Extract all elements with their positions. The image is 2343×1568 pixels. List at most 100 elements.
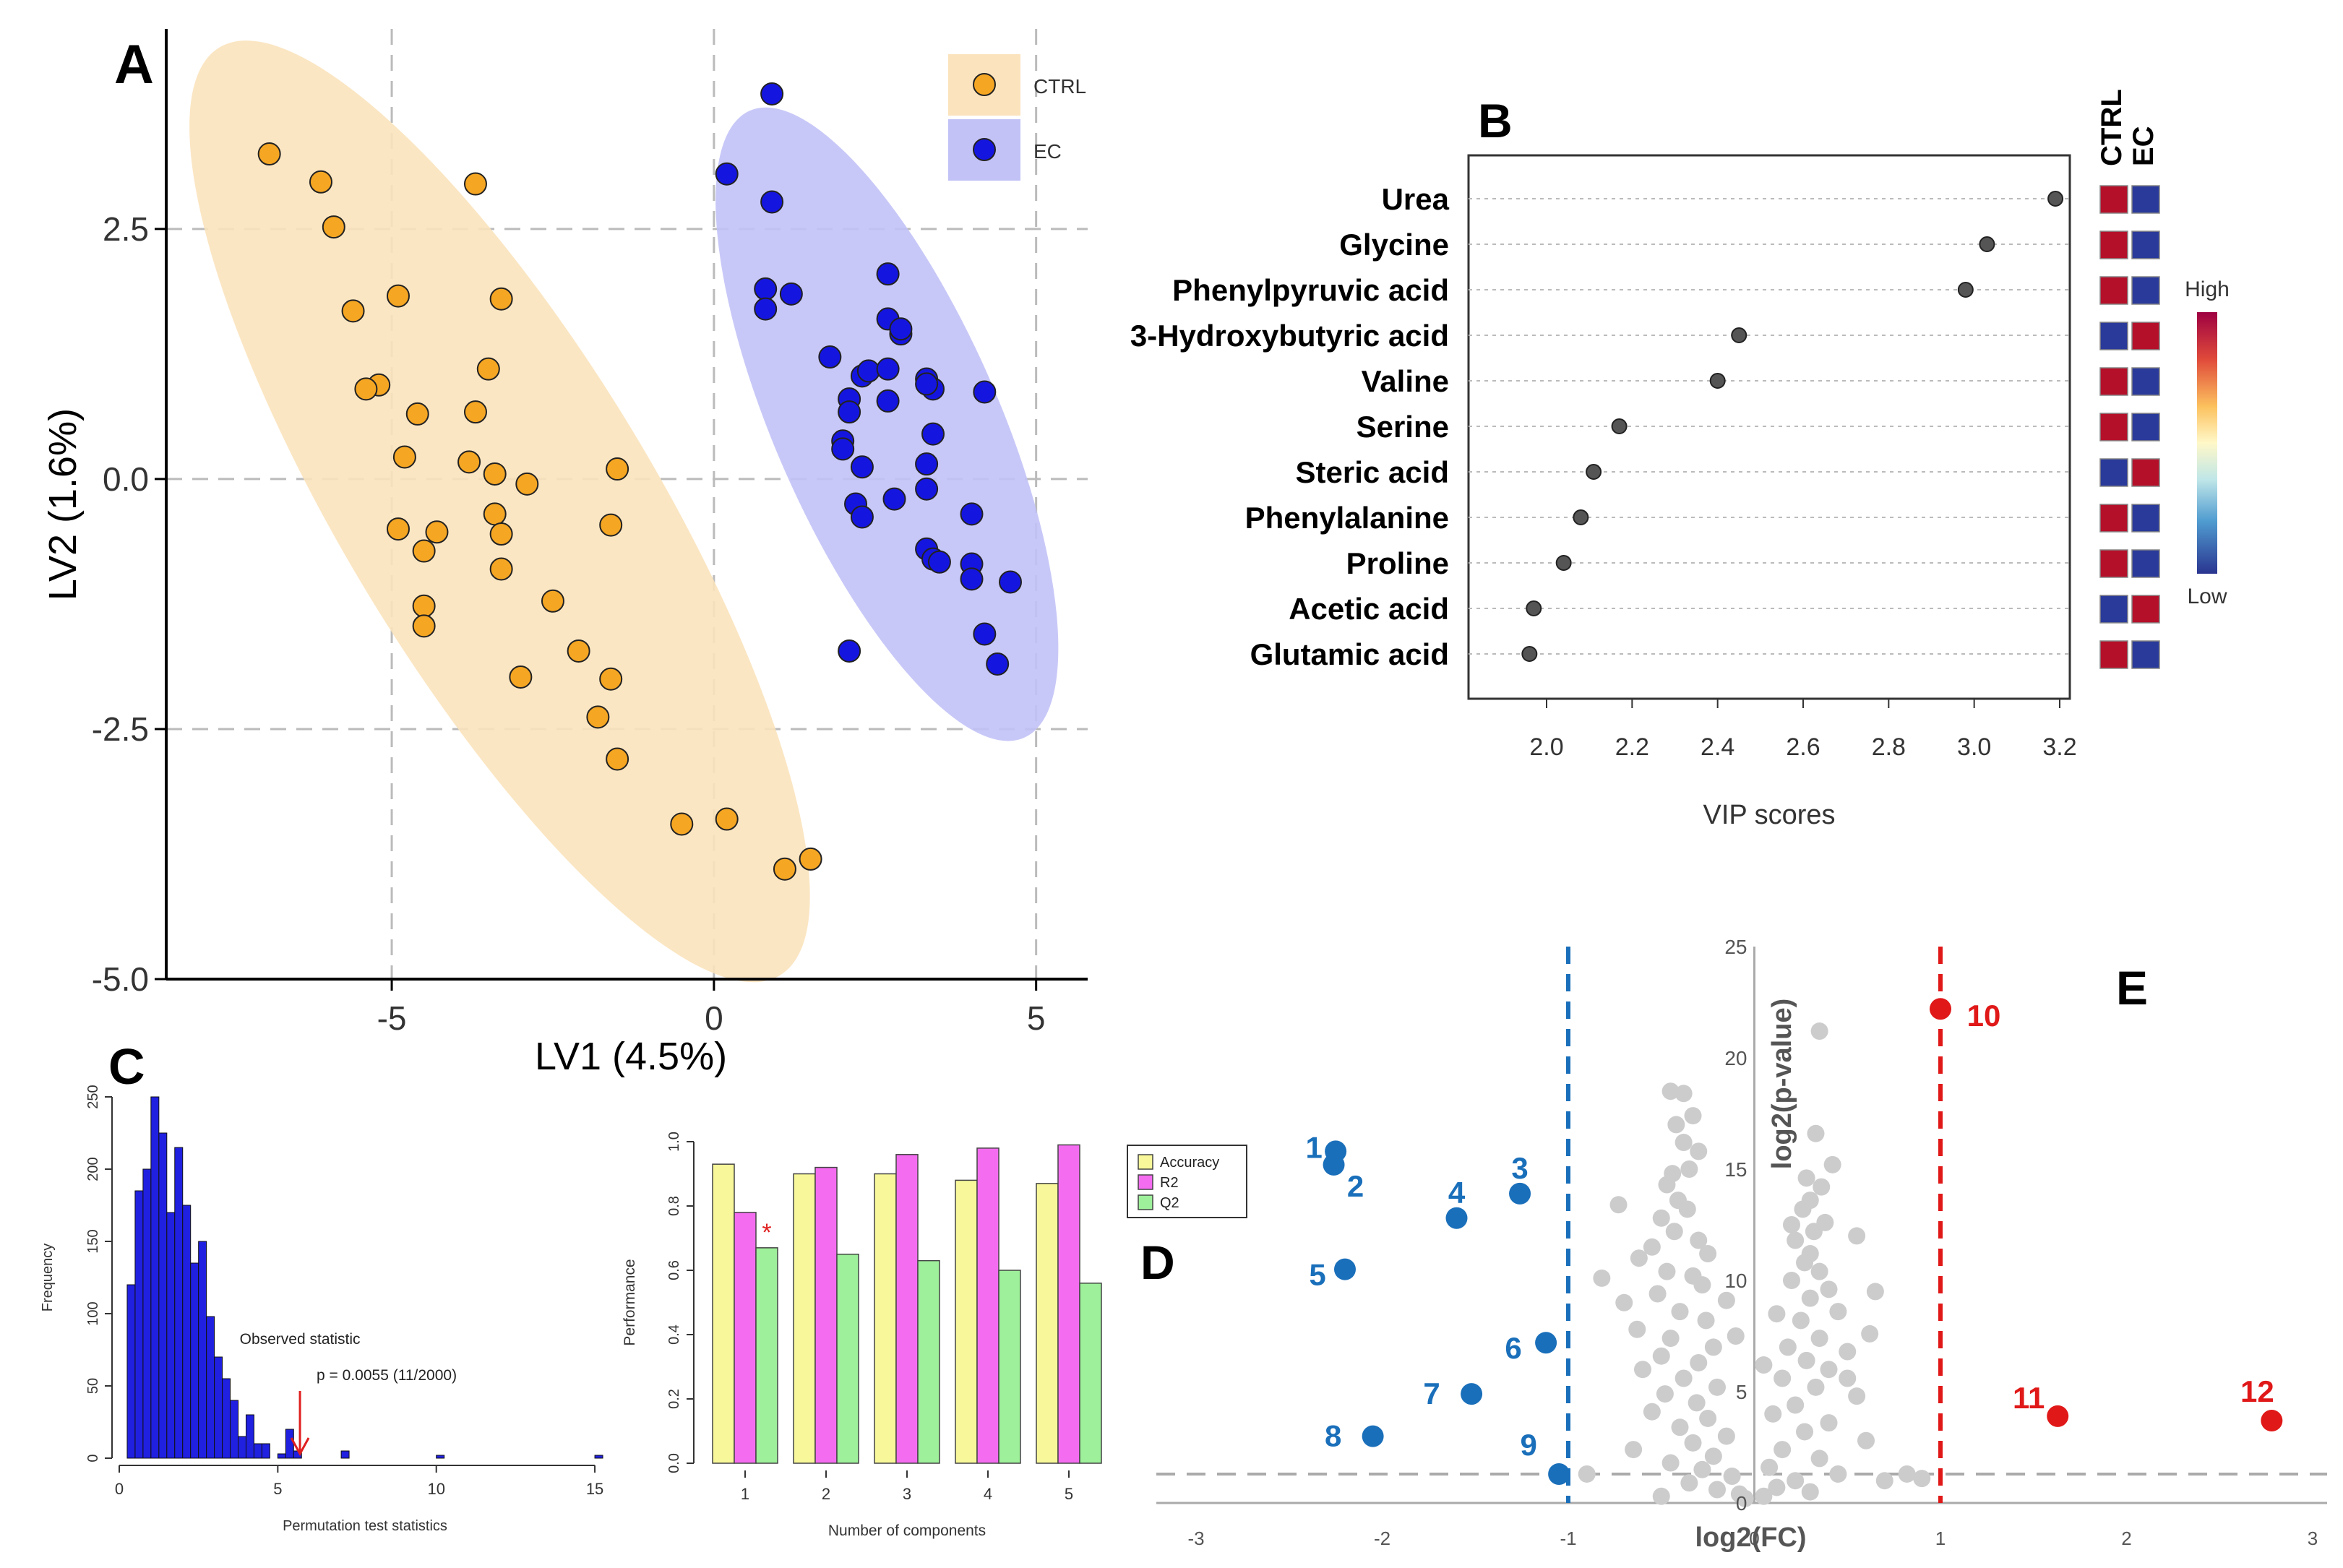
panel-c-hist-bar-11 [214, 1356, 223, 1459]
panel-a-point-ec-19 [915, 372, 939, 396]
panel-b-heatmap-cell-2-1 [2131, 276, 2160, 305]
panel-c-hist-bar-23 [436, 1455, 445, 1459]
panel-b-label-10: Glutamic acid [1250, 637, 1449, 671]
panel-c-hist-bar-6 [174, 1147, 184, 1459]
panel-e-ns-point-55 [1823, 1155, 1841, 1173]
panel-e-ns-point-76 [1797, 1351, 1815, 1369]
panel-a-point-ctrl-0 [257, 142, 281, 166]
panel-c-perf-bar-accuracy-1 [793, 1173, 816, 1464]
panel-a-legend-marker-ctrl [973, 73, 996, 96]
panel-e-ns-point-61 [1805, 1223, 1823, 1241]
panel-a-legend-marker-ec [973, 138, 996, 161]
panel-b-heatmap-cell-7-1 [2131, 504, 2160, 533]
panel-a-point-ctrl-10 [476, 357, 500, 381]
panel-b-label-2: Phenylpyruvic acid [1172, 273, 1449, 307]
panel-e-ns-point-95 [1898, 1465, 1916, 1483]
panel-e-ns-point-84 [1796, 1423, 1814, 1441]
panel-b-heatmap-cell-3-1 [2131, 322, 2160, 350]
panel-c-perf-best-marker: * [762, 1219, 771, 1246]
panel-e-ns-point-52 [1717, 1291, 1735, 1309]
panel-e-ns-point-94 [1755, 1487, 1773, 1505]
panel-e-down-label-3: 3 [1511, 1151, 1528, 1185]
panel-b-rows: Urea Glycine Phenylpyruvic acid 3-Hydroxybu… [1130, 182, 2070, 671]
panel-c-hist-y-tick-label-3: 150 [85, 1229, 101, 1253]
panel-c-hist-y-tick-label-1: 50 [85, 1378, 101, 1394]
panel-e-down-label-8: 8 [1325, 1419, 1341, 1453]
panel-a-point-ctrl-14 [483, 462, 507, 486]
panel-a-point-ec-29 [915, 477, 939, 501]
panel-c-observed-statistic-label: Observed statistic [240, 1331, 361, 1348]
panel-e-down-label-2: 2 [1347, 1169, 1364, 1203]
panel-a-point-ec-3 [754, 277, 778, 301]
panel-c-perf-legend-label-1: R2 [1160, 1175, 1179, 1191]
panel-e-ns-point-0 [1661, 1082, 1680, 1100]
panel-e-ns-point-63 [1848, 1227, 1866, 1245]
panel-e-ns-point-5 [1690, 1142, 1708, 1160]
panel-c-hist-bar-19 [277, 1453, 286, 1459]
panel-c-hist-bar-10 [206, 1316, 215, 1459]
panel-e-ns-point-80 [1848, 1387, 1866, 1405]
panel-e-down-point-4 [1445, 1207, 1468, 1229]
panel-a-point-ctrl-16 [606, 457, 629, 481]
panel-e-ns-point-41 [1693, 1460, 1711, 1478]
panel-c-hist-bar-17 [261, 1443, 270, 1459]
panel-a-point-ec-5 [779, 282, 803, 306]
panel-e-ns-point-46 [1736, 1489, 1754, 1507]
panel-b-dot-5 [1611, 418, 1628, 434]
panel-a-ticks: -5 0 5 2.5 0.0 -2.5 -5.0 [92, 210, 1046, 1037]
panel-e-ns-point-42 [1723, 1468, 1741, 1486]
panel-c-hist-bar-20 [285, 1429, 294, 1459]
panel-e-down-label-4: 4 [1448, 1176, 1466, 1210]
panel-e-ns-point-101 [1727, 1327, 1745, 1345]
panel-d-letter: D [1140, 1236, 1175, 1289]
panel-e-ns-point-50 [1578, 1465, 1596, 1483]
panel-b-heatmap-cell-7-0 [2099, 504, 2128, 533]
panel-b-heatmap-col-ctrl: CTRL [2096, 89, 2128, 166]
panel-b-x-tick-label-0: 2.0 [1529, 733, 1563, 761]
panel-c-hist-y-tick-label-0: 0 [85, 1454, 101, 1462]
panel-b-x-axis-label: VIP scores [1703, 800, 1835, 830]
panel-a-point-ec-37 [973, 622, 997, 646]
panel-b-heatmap-cell-9-1 [2131, 595, 2160, 624]
panel-c-perf-y-tick-label-5: 1.0 [666, 1132, 682, 1152]
panel-e-y-tick-label-4: 20 [1724, 1047, 1747, 1069]
panel-e-up-label-11: 11 [2013, 1381, 2045, 1415]
panel-a-point-ctrl-4 [386, 284, 410, 308]
panel-a-point-ec-20 [838, 400, 861, 424]
panel-c-hist-bar-16 [253, 1443, 262, 1459]
panel-a-point-ctrl-33 [715, 807, 739, 831]
panel-e-ns-point-54 [1807, 1124, 1825, 1142]
panel-b-heatmap-cell-1-1 [2131, 231, 2160, 259]
panel-e-ns-point-26 [1652, 1347, 1670, 1365]
panel-e-ns-point-47 [1652, 1487, 1670, 1505]
panel-c-perf-y-axis-label: Performance [622, 1259, 638, 1345]
panel-b-heatmap-cell-10-0 [2099, 640, 2128, 669]
panel-b-heatmap: CTRL EC [2096, 89, 2160, 669]
panel-c-hist-bar-4 [158, 1132, 168, 1459]
panel-e-x-tick-label-2: -1 [1560, 1528, 1576, 1549]
panel-c-perf-legend-swatch-r2 [1138, 1174, 1153, 1190]
panel-b-x-tick-label-5: 3.0 [1957, 733, 1991, 761]
panel-a-point-ctrl-1 [309, 170, 332, 194]
panel-e-down-point-7 [1461, 1383, 1483, 1405]
panel-e-ns-point-75 [1839, 1343, 1857, 1361]
panel-e-ns-point-78 [1774, 1369, 1792, 1387]
panel-e-down-label-1: 1 [1305, 1130, 1322, 1164]
panel-c-hist-y-tick-label-2: 100 [85, 1301, 101, 1325]
panel-e-ns-point-38 [1625, 1441, 1643, 1459]
panel-b-dot-6 [1586, 464, 1602, 480]
panel-b-x-tick-label-1: 2.2 [1615, 733, 1649, 761]
panel-c-perf-legend-swatch-q2 [1138, 1194, 1153, 1210]
panel-c-perf-y-tick-label-2: 0.4 [666, 1324, 682, 1345]
panel-c-hist-bar-7 [182, 1205, 192, 1459]
panel-e-ns-point-102 [1768, 1305, 1786, 1323]
panel-e-ns-point-32 [1688, 1394, 1706, 1412]
panel-e-ns-point-65 [1796, 1254, 1814, 1272]
panel-c-perf-y-tick-label-1: 0.2 [666, 1389, 682, 1409]
panel-a-point-ctrl-30 [586, 705, 610, 729]
panel-c-hist-bar-12 [222, 1378, 231, 1459]
panel-b-heatmap-cell-4-0 [2099, 367, 2128, 396]
panel-e-ns-point-13 [1690, 1231, 1708, 1249]
